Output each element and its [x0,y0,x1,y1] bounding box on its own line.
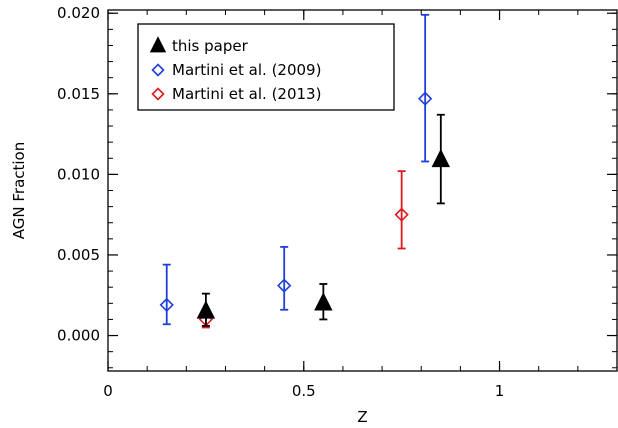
axes: 0 0.5 1 0.000 0.005 0.010 0.015 0.020 [57,4,618,400]
legend-label: Martini et al. (2009) [172,61,321,79]
y-tick-label: 0.005 [57,246,100,264]
diamond-marker [159,297,174,313]
x-tick-label: 1 [495,382,505,400]
y-axis-label: AGN Fraction [10,142,28,240]
diamond-marker [277,278,292,293]
legend-item: this paper [149,36,249,55]
legend-item: Martini et al. (2013) [151,85,321,103]
y-tick-label: 0.010 [57,165,100,183]
diamond-marker [151,87,165,101]
series-martini-et-al-2009 [159,13,433,326]
y-tick-label: 0.020 [57,4,100,22]
diamond-marker [394,207,409,222]
x-tick-label: 0 [103,382,113,400]
legend-box [137,23,395,111]
legend-label: this paper [172,37,249,55]
triangle-marker [149,36,167,53]
series-this-paper [196,113,451,327]
x-tick-label: 0.5 [292,382,316,400]
triangle-marker [431,148,451,168]
diamond-marker [151,63,165,77]
triangle-marker [196,300,216,319]
legend: this paper Martini et al. (2009) Martini e… [137,23,395,111]
triangle-marker [314,292,333,311]
x-axis-label: Z [357,408,367,426]
y-tick-label: 0.015 [57,85,100,103]
plot-area [159,13,451,329]
y-tick-label: 0.000 [57,327,100,345]
legend-item: Martini et al. (2009) [151,61,321,79]
legend-label: Martini et al. (2013) [172,85,321,103]
series-martini-et-al-2013 [198,170,409,329]
diamond-marker [418,91,433,106]
